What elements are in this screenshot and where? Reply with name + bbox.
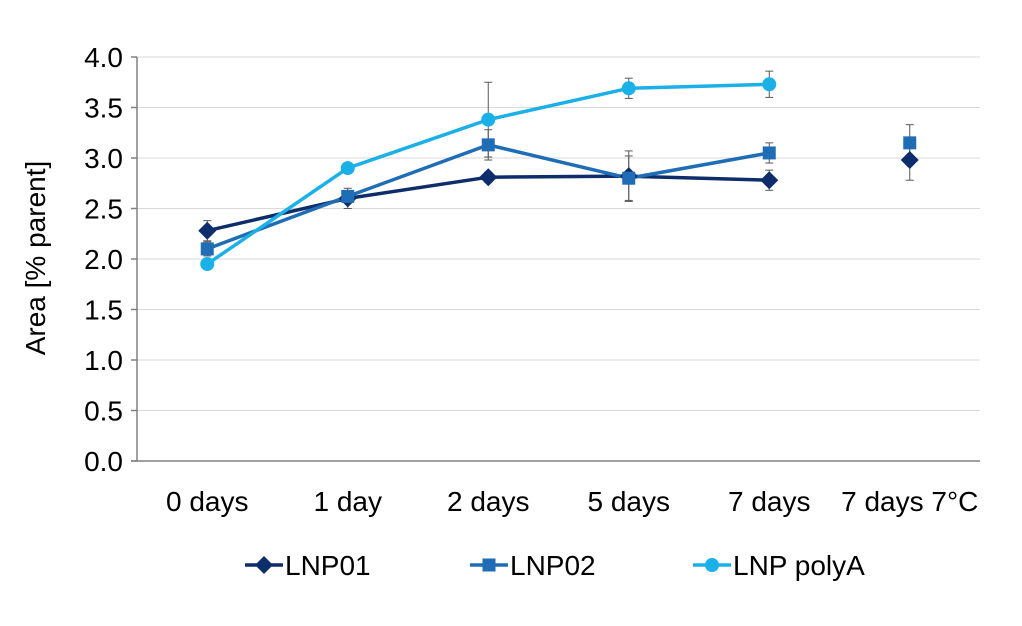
legend-marker-lnp01 (255, 556, 273, 574)
data-point-lnp02 (762, 146, 776, 160)
y-tick-label: 1.0 (84, 345, 123, 376)
axes (131, 56, 980, 462)
y-tick-label: 1.5 (84, 295, 123, 326)
legend-item-lnp02: LNP02 (470, 550, 596, 581)
y-tick-label: 2.5 (84, 194, 123, 225)
legend-item-lnp-polya: LNP polyA (693, 550, 865, 581)
data-point-lnp02 (622, 171, 636, 185)
y-tick-label: 4.0 (84, 42, 123, 73)
y-tick-labels: 0.0 0.5 1.0 1.5 2.0 2.5 3.0 3.5 4.0 (84, 42, 123, 477)
legend-marker-lnp-polya (705, 558, 719, 572)
x-tick-label: 7 days 7°C (841, 486, 978, 517)
x-tick-label: 2 days (447, 486, 530, 517)
error-bars (203, 70, 914, 270)
legend-marker-lnp02 (482, 558, 496, 572)
gridlines (137, 56, 980, 411)
y-tick-label: 0.0 (84, 446, 123, 477)
data-point-lnp02 (481, 138, 495, 152)
legend-label-lnp01: LNP01 (285, 550, 371, 581)
y-tick-label: 2.0 (84, 244, 123, 275)
x-tick-labels: 0 days 1 day 2 days 5 days 7 days 7 days 7°C (166, 486, 978, 517)
legend: LNP01 LNP02 LNP polyA (245, 550, 865, 581)
data-point-lnp01 (900, 151, 919, 170)
y-tick-label: 3.5 (84, 93, 123, 124)
data-point-lnp01 (760, 171, 779, 190)
data-point-lnp01 (479, 168, 498, 187)
x-tick-label: 5 days (588, 486, 671, 517)
y-tick-label: 0.5 (84, 396, 123, 427)
data-point-lnp-polya (481, 112, 496, 127)
data-point-lnp01 (198, 221, 217, 240)
y-axis-title: Area [% parent] (20, 161, 51, 356)
data-point-lnp02 (200, 242, 214, 256)
legend-label-lnp-polya: LNP polyA (733, 550, 865, 581)
data-point-lnp-polya (762, 77, 777, 92)
x-tick-label: 0 days (166, 486, 249, 517)
series-markers (198, 77, 919, 272)
data-point-lnp02 (341, 189, 355, 203)
legend-item-lnp01: LNP01 (245, 550, 371, 581)
x-tick-label: 1 day (314, 486, 383, 517)
x-tick-label: 7 days (728, 486, 811, 517)
data-point-lnp-polya (340, 161, 355, 176)
data-point-lnp-polya (621, 81, 636, 96)
y-tick-label: 3.0 (84, 143, 123, 174)
data-point-lnp-polya (200, 257, 215, 272)
legend-label-lnp02: LNP02 (510, 550, 596, 581)
data-point-lnp02 (903, 136, 917, 150)
